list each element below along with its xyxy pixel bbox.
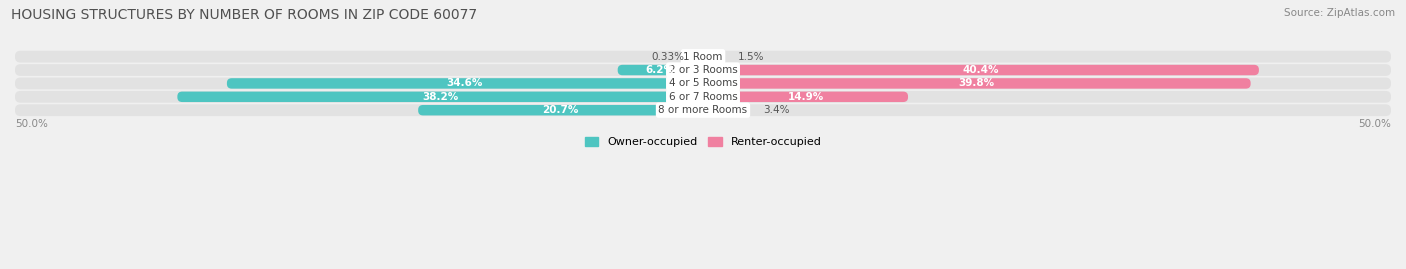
FancyBboxPatch shape xyxy=(699,51,703,62)
Text: 39.8%: 39.8% xyxy=(959,79,995,89)
Text: 40.4%: 40.4% xyxy=(963,65,1000,75)
FancyBboxPatch shape xyxy=(703,91,908,102)
Text: 6 or 7 Rooms: 6 or 7 Rooms xyxy=(669,92,737,102)
Text: 1.5%: 1.5% xyxy=(737,52,763,62)
FancyBboxPatch shape xyxy=(15,77,1391,89)
Text: 2 or 3 Rooms: 2 or 3 Rooms xyxy=(669,65,737,75)
Text: 6.2%: 6.2% xyxy=(645,65,675,75)
FancyBboxPatch shape xyxy=(177,91,703,102)
FancyBboxPatch shape xyxy=(15,64,1391,76)
Text: 8 or more Rooms: 8 or more Rooms xyxy=(658,105,748,115)
FancyBboxPatch shape xyxy=(617,65,703,75)
Text: 38.2%: 38.2% xyxy=(422,92,458,102)
Text: Source: ZipAtlas.com: Source: ZipAtlas.com xyxy=(1284,8,1395,18)
Text: 3.4%: 3.4% xyxy=(763,105,790,115)
FancyBboxPatch shape xyxy=(15,51,1391,62)
FancyBboxPatch shape xyxy=(703,78,1251,89)
Legend: Owner-occupied, Renter-occupied: Owner-occupied, Renter-occupied xyxy=(581,132,825,152)
Text: 50.0%: 50.0% xyxy=(15,119,48,129)
FancyBboxPatch shape xyxy=(703,65,1258,75)
FancyBboxPatch shape xyxy=(15,104,1391,116)
Text: HOUSING STRUCTURES BY NUMBER OF ROOMS IN ZIP CODE 60077: HOUSING STRUCTURES BY NUMBER OF ROOMS IN… xyxy=(11,8,478,22)
Text: 4 or 5 Rooms: 4 or 5 Rooms xyxy=(669,79,737,89)
FancyBboxPatch shape xyxy=(226,78,703,89)
FancyBboxPatch shape xyxy=(703,105,749,115)
Text: 0.33%: 0.33% xyxy=(652,52,685,62)
Text: 50.0%: 50.0% xyxy=(1358,119,1391,129)
Text: 20.7%: 20.7% xyxy=(543,105,579,115)
Text: 1 Room: 1 Room xyxy=(683,52,723,62)
FancyBboxPatch shape xyxy=(15,91,1391,103)
FancyBboxPatch shape xyxy=(703,51,724,62)
Text: 14.9%: 14.9% xyxy=(787,92,824,102)
FancyBboxPatch shape xyxy=(418,105,703,115)
Text: 34.6%: 34.6% xyxy=(447,79,484,89)
